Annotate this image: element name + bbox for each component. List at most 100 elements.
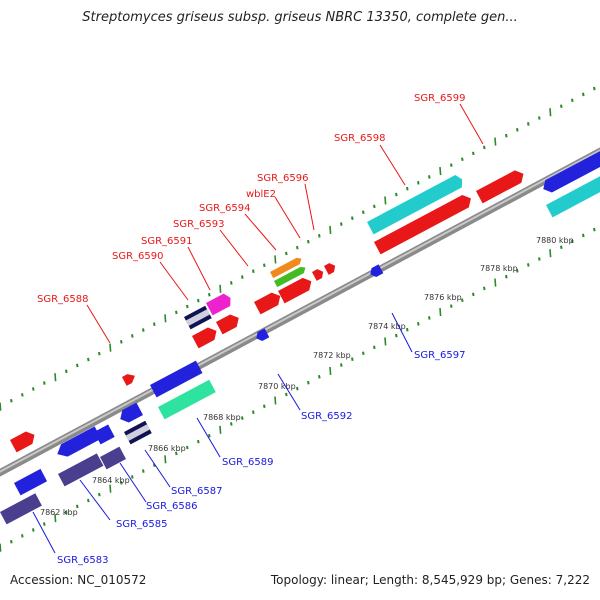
gene-label-sgr-6594[interactable]: SGR_6594 <box>199 203 251 214</box>
gene-sgr-6586[interactable] <box>94 424 115 445</box>
gene-label-sgr-6589[interactable]: SGR_6589 <box>222 457 274 468</box>
tick-mark <box>373 345 376 350</box>
tick-mark <box>417 322 420 326</box>
gene-sgr-6591b[interactable] <box>216 312 242 335</box>
gene-label-sgr-6587[interactable]: SGR_6587 <box>171 486 223 497</box>
gene-sgr-6593[interactable] <box>254 290 284 315</box>
tick-mark <box>120 340 123 344</box>
gene-label-sgr-6583[interactable]: SGR_6583 <box>57 555 109 566</box>
tick-mark <box>43 381 46 385</box>
gene-sgr-6590b[interactable] <box>192 325 220 349</box>
tick-mark <box>87 357 90 362</box>
gene-sgr-6584[interactable] <box>0 493 42 525</box>
tick-mark <box>494 137 497 146</box>
gene-label-sgr-6591[interactable]: SGR_6591 <box>141 236 193 247</box>
tick-mark <box>65 369 68 374</box>
gene-sgr-6591[interactable] <box>206 292 234 316</box>
tick-mark <box>186 445 189 450</box>
tick-mark <box>483 145 486 150</box>
tick-mark <box>76 363 79 368</box>
gene-label-sgr-6592[interactable]: SGR_6592 <box>301 411 353 422</box>
tick-mark <box>263 263 266 268</box>
tick-mark <box>384 337 387 346</box>
gene-sgr-6598b[interactable] <box>374 192 474 255</box>
tick-guides <box>0 86 596 552</box>
gene-label-sgr-6598[interactable]: SGR_6598 <box>334 133 386 144</box>
gene-label-sgr-6599[interactable]: SGR_6599 <box>414 93 466 104</box>
tick-mark <box>109 484 112 493</box>
gene-sgr-6589b[interactable] <box>158 379 216 420</box>
gene-label-wble2[interactable]: wblE2 <box>246 189 276 200</box>
gene-label-sgr-6586[interactable]: SGR_6586 <box>146 501 198 512</box>
tick-label: 7870 kbp <box>258 382 296 391</box>
gene-sgr-6594[interactable] <box>278 275 315 304</box>
tick-mark <box>241 275 244 279</box>
tick-mark <box>296 386 299 391</box>
gene-label-sgr-6588[interactable]: SGR_6588 <box>37 294 89 305</box>
gene-sgr-6587[interactable] <box>117 402 143 426</box>
gene-label-sgr-6585[interactable]: SGR_6585 <box>116 519 168 530</box>
tick-mark <box>560 104 563 109</box>
tick-mark <box>406 186 409 191</box>
gene-sgr-6597[interactable] <box>368 264 384 278</box>
gene-sgr-6599[interactable] <box>476 168 527 204</box>
tick-mark <box>450 163 453 167</box>
tick-mark <box>230 281 233 285</box>
tick-mark <box>197 298 200 303</box>
gene-sgr-6583[interactable] <box>14 468 48 496</box>
reverse-gene-labels: SGR_6583 SGR_6585 SGR_6586 SGR_6587 SGR_… <box>57 350 466 566</box>
gene-sgr-6596[interactable] <box>312 267 326 281</box>
tick-mark <box>296 245 299 250</box>
topology-summary: Topology: linear; Length: 8,545,929 bp; … <box>270 573 590 587</box>
tick-mark <box>252 269 255 273</box>
gene-sgr-6600r[interactable] <box>540 150 600 195</box>
gene-wble2-green[interactable] <box>274 265 307 288</box>
gene-sgr-6589[interactable] <box>150 360 203 398</box>
tick-mark <box>153 322 156 326</box>
gene-sgr-6585[interactable] <box>54 426 102 460</box>
tick-labels: 7862 kbp 7864 kbp 7866 kbp 7868 kbp 7870… <box>40 236 574 517</box>
tick-mark <box>186 304 189 309</box>
gene-sgr-6587b[interactable] <box>124 420 152 445</box>
gene-sgr-6586b[interactable] <box>100 446 126 470</box>
gene-sgr-6592[interactable] <box>254 328 270 342</box>
tick-mark <box>109 343 112 352</box>
tick-mark <box>406 327 409 332</box>
tick-mark <box>582 92 585 97</box>
tick-mark <box>472 151 475 156</box>
tick-mark <box>329 366 332 375</box>
gene-label-sgr-6590[interactable]: SGR_6590 <box>112 251 164 262</box>
gene-sgr-6588[interactable] <box>122 371 137 386</box>
tick-mark <box>560 245 563 250</box>
tick-mark <box>21 534 24 538</box>
tick-mark <box>274 396 277 405</box>
tick-label: 7862 kbp <box>40 508 78 517</box>
tick-mark <box>142 328 145 332</box>
tick-mark <box>483 286 486 291</box>
tick-mark <box>87 498 90 503</box>
gene-sgr-6601r[interactable] <box>546 174 600 218</box>
gene-sgr-6590[interactable] <box>184 305 212 330</box>
tick-mark <box>549 108 552 117</box>
gene-sgr-6582f[interactable] <box>10 429 38 453</box>
gene-sgr-6585b[interactable] <box>58 453 104 487</box>
tick-mark <box>65 510 68 515</box>
tick-mark <box>538 116 541 120</box>
tick-mark <box>351 357 354 361</box>
gene-sgr-6598[interactable] <box>367 173 465 235</box>
gene-wble2-orange[interactable] <box>270 256 303 279</box>
tick-mark <box>0 402 2 411</box>
tick-mark <box>142 469 145 473</box>
tick-mark <box>571 98 574 103</box>
gene-sgr-6596b[interactable] <box>324 261 338 275</box>
tick-mark <box>10 398 13 403</box>
gene-label-sgr-6597[interactable]: SGR_6597 <box>414 350 466 361</box>
tick-mark <box>197 439 200 444</box>
gene-label-sgr-6596[interactable]: SGR_6596 <box>257 173 309 184</box>
tick-mark <box>362 351 365 356</box>
tick-mark <box>516 128 519 132</box>
tick-mark <box>439 307 442 317</box>
tick-mark <box>131 334 134 338</box>
tick-mark <box>274 255 277 264</box>
gene-label-sgr-6593[interactable]: SGR_6593 <box>173 219 225 230</box>
